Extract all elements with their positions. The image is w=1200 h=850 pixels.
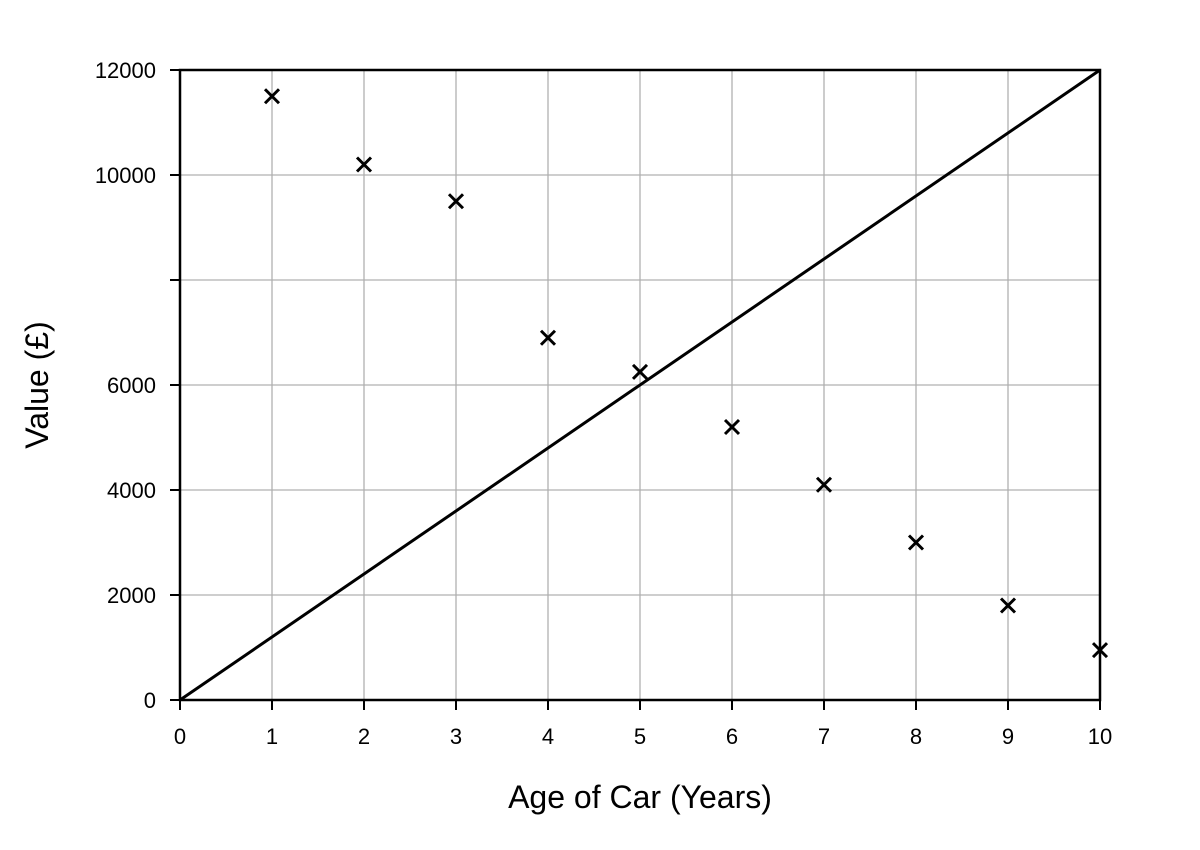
x-tick-label: 4 — [542, 724, 554, 749]
y-tick-label: 4000 — [107, 478, 156, 503]
x-tick-label: 6 — [726, 724, 738, 749]
diagonal-line — [179, 68, 1101, 702]
x-tick-label: 1 — [266, 724, 278, 749]
x-tick-label: 10 — [1088, 724, 1112, 749]
x-tick-label: 9 — [1002, 724, 1014, 749]
data-points — [263, 88, 1109, 659]
data-point-x-marker — [1091, 642, 1109, 659]
x-tick-label: 2 — [358, 724, 370, 749]
x-tick-label: 0 — [174, 724, 186, 749]
data-point-x-marker — [539, 329, 557, 346]
data-point-x-marker — [723, 418, 741, 436]
data-point-x-marker — [999, 597, 1017, 614]
y-tick-label: 12000 — [95, 58, 156, 83]
data-point-x-marker — [355, 156, 373, 173]
x-tick-label: 7 — [818, 724, 830, 749]
data-point-x-marker — [631, 363, 649, 380]
y-tick-label: 2000 — [107, 583, 156, 608]
data-point-x-marker — [447, 193, 465, 210]
axis-ticks: 0 1 2 3 4 5 6 7 8 9 10 0 2000 4000 6000 10000 12000 — [95, 58, 1112, 749]
data-point-x-marker — [263, 88, 281, 105]
x-tick-label: 5 — [634, 724, 646, 749]
y-tick-label: 6000 — [107, 373, 156, 398]
y-axis-title: Value (£) — [19, 321, 55, 448]
x-tick-label: 3 — [450, 724, 462, 749]
y-tick-label: 0 — [144, 688, 156, 713]
y-tick-label: 10000 — [95, 163, 156, 188]
trend-lines — [179, 68, 1101, 702]
data-point-x-marker — [907, 534, 925, 551]
x-axis-title: Age of Car (Years) — [508, 779, 772, 815]
data-point-x-marker — [815, 476, 833, 493]
x-tick-label: 8 — [910, 724, 922, 749]
